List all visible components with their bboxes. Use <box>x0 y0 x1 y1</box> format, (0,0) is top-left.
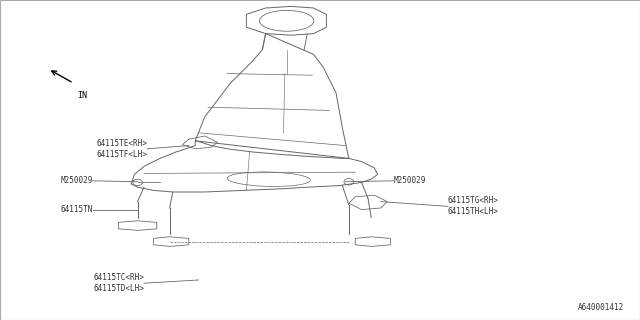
Text: M250029: M250029 <box>394 176 426 185</box>
Text: 64115TN: 64115TN <box>60 205 93 214</box>
Text: 64115TG<RH>
64115TH<LH>: 64115TG<RH> 64115TH<LH> <box>448 196 499 216</box>
Text: M250029: M250029 <box>60 176 93 185</box>
Text: 64115TE<RH>
64115TF<LH>: 64115TE<RH> 64115TF<LH> <box>97 139 147 159</box>
Text: 64115TC<RH>
64115TD<LH>: 64115TC<RH> 64115TD<LH> <box>93 273 144 293</box>
Text: A640001412: A640001412 <box>578 303 624 312</box>
Text: IN: IN <box>77 91 87 100</box>
